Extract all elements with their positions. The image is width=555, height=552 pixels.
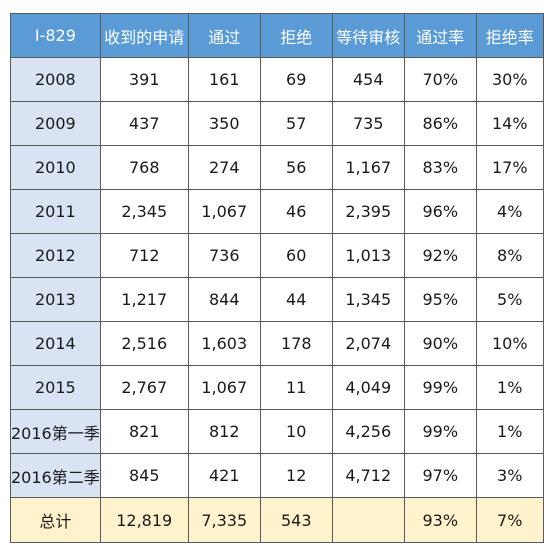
- received-cell: 821: [99, 409, 189, 454]
- received-cell: 391: [99, 57, 189, 102]
- denial-rate-cell: 17%: [475, 145, 544, 190]
- denied-cell: 46: [259, 189, 333, 234]
- year-cell: 2015: [10, 365, 101, 410]
- header-form: I-829: [10, 13, 101, 58]
- denied-cell: 11: [259, 365, 333, 410]
- pending-cell: 2,395: [331, 189, 405, 234]
- year-cell: 2011: [10, 189, 101, 234]
- header-denial-rate: 拒绝率: [475, 13, 544, 58]
- approved-cell: 1,067: [187, 189, 261, 234]
- denied-cell: 12: [259, 453, 333, 498]
- received-cell: 437: [99, 101, 189, 146]
- pending-cell: 4,712: [331, 453, 405, 498]
- approval-rate-cell: 70%: [403, 57, 477, 102]
- total-pending-cell: [331, 497, 405, 543]
- header-row: I-829 收到的申请 通过 拒绝 等待审核 通过率 拒绝率: [10, 13, 544, 58]
- year-cell: 2008: [10, 57, 101, 102]
- received-cell: 2,767: [99, 365, 189, 410]
- total-approved-cell: 7,335: [187, 497, 261, 543]
- table-row: 2012 712 736 60 1,013 92% 8%: [10, 233, 544, 278]
- total-approval-rate-cell: 93%: [403, 497, 477, 543]
- approval-rate-cell: 95%: [403, 277, 477, 322]
- table-row: 2014 2,516 1,603 178 2,074 90% 10%: [10, 321, 544, 366]
- pending-cell: 735: [331, 101, 405, 146]
- received-cell: 712: [99, 233, 189, 278]
- approval-rate-cell: 97%: [403, 453, 477, 498]
- total-label-cell: 总计: [10, 497, 101, 543]
- approved-cell: 1,067: [187, 365, 261, 410]
- denial-rate-cell: 30%: [475, 57, 544, 102]
- total-denial-rate-cell: 7%: [475, 497, 544, 543]
- header-received: 收到的申请: [99, 13, 189, 58]
- denied-cell: 178: [259, 321, 333, 366]
- i829-statistics-table: I-829 收到的申请 通过 拒绝 等待审核 通过率 拒绝率 2008 391 …: [10, 13, 544, 543]
- table-row: 2016第一季 821 812 10 4,256 99% 1%: [10, 409, 544, 454]
- denial-rate-cell: 1%: [475, 365, 544, 410]
- header-denied: 拒绝: [259, 13, 333, 58]
- pending-cell: 4,049: [331, 365, 405, 410]
- pending-cell: 2,074: [331, 321, 405, 366]
- approval-rate-cell: 83%: [403, 145, 477, 190]
- received-cell: 2,345: [99, 189, 189, 234]
- denied-cell: 56: [259, 145, 333, 190]
- year-cell: 2012: [10, 233, 101, 278]
- year-cell: 2016第一季: [10, 409, 101, 454]
- denial-rate-cell: 8%: [475, 233, 544, 278]
- total-row: 总计 12,819 7,335 543 93% 7%: [10, 497, 544, 543]
- approved-cell: 1,603: [187, 321, 261, 366]
- pending-cell: 1,013: [331, 233, 405, 278]
- year-cell: 2014: [10, 321, 101, 366]
- approval-rate-cell: 92%: [403, 233, 477, 278]
- denial-rate-cell: 3%: [475, 453, 544, 498]
- table-row: 2013 1,217 844 44 1,345 95% 5%: [10, 277, 544, 322]
- header-approval-rate: 通过率: [403, 13, 477, 58]
- denial-rate-cell: 10%: [475, 321, 544, 366]
- denial-rate-cell: 4%: [475, 189, 544, 234]
- year-cell: 2010: [10, 145, 101, 190]
- approval-rate-cell: 99%: [403, 409, 477, 454]
- year-cell: 2009: [10, 101, 101, 146]
- denied-cell: 57: [259, 101, 333, 146]
- approval-rate-cell: 99%: [403, 365, 477, 410]
- approval-rate-cell: 86%: [403, 101, 477, 146]
- denial-rate-cell: 14%: [475, 101, 544, 146]
- approved-cell: 274: [187, 145, 261, 190]
- denial-rate-cell: 1%: [475, 409, 544, 454]
- received-cell: 1,217: [99, 277, 189, 322]
- pending-cell: 1,167: [331, 145, 405, 190]
- table-row: 2011 2,345 1,067 46 2,395 96% 4%: [10, 189, 544, 234]
- approved-cell: 421: [187, 453, 261, 498]
- table-row: 2008 391 161 69 454 70% 30%: [10, 57, 544, 102]
- year-cell: 2013: [10, 277, 101, 322]
- header-approved: 通过: [187, 13, 261, 58]
- received-cell: 2,516: [99, 321, 189, 366]
- table-row: 2009 437 350 57 735 86% 14%: [10, 101, 544, 146]
- approved-cell: 161: [187, 57, 261, 102]
- pending-cell: 4,256: [331, 409, 405, 454]
- denied-cell: 10: [259, 409, 333, 454]
- denied-cell: 69: [259, 57, 333, 102]
- approved-cell: 350: [187, 101, 261, 146]
- header-pending: 等待审核: [331, 13, 405, 58]
- received-cell: 845: [99, 453, 189, 498]
- pending-cell: 454: [331, 57, 405, 102]
- approved-cell: 736: [187, 233, 261, 278]
- approved-cell: 844: [187, 277, 261, 322]
- denial-rate-cell: 5%: [475, 277, 544, 322]
- total-denied-cell: 543: [259, 497, 333, 543]
- total-received-cell: 12,819: [99, 497, 189, 543]
- received-cell: 768: [99, 145, 189, 190]
- pending-cell: 1,345: [331, 277, 405, 322]
- table-row: 2015 2,767 1,067 11 4,049 99% 1%: [10, 365, 544, 410]
- table-row: 2010 768 274 56 1,167 83% 17%: [10, 145, 544, 190]
- denied-cell: 60: [259, 233, 333, 278]
- approval-rate-cell: 96%: [403, 189, 477, 234]
- approval-rate-cell: 90%: [403, 321, 477, 366]
- table-row: 2016第二季 845 421 12 4,712 97% 3%: [10, 453, 544, 498]
- denied-cell: 44: [259, 277, 333, 322]
- approved-cell: 812: [187, 409, 261, 454]
- year-cell: 2016第二季: [10, 453, 101, 498]
